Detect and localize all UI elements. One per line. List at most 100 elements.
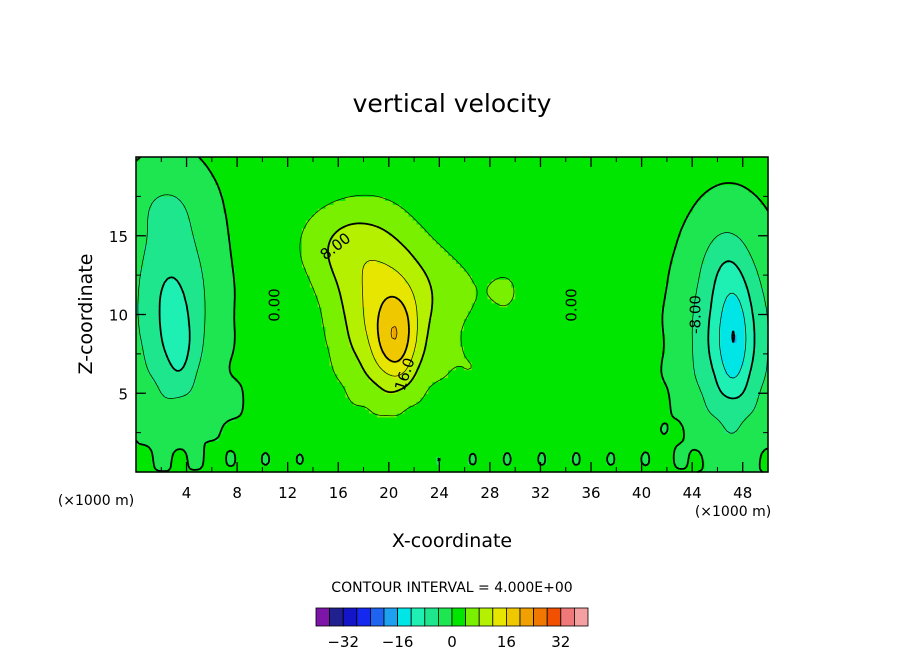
field-cell bbox=[760, 385, 765, 390]
field-cell bbox=[246, 357, 252, 363]
field-cell bbox=[617, 377, 623, 383]
field-cell bbox=[756, 393, 761, 398]
field-cell bbox=[404, 456, 410, 461]
field-cell bbox=[286, 452, 291, 457]
field-cell bbox=[649, 385, 655, 390]
field-cell bbox=[499, 460, 504, 465]
field-cell bbox=[270, 389, 275, 394]
field-cell bbox=[325, 365, 331, 371]
field-cell bbox=[191, 389, 196, 394]
field-cell bbox=[222, 432, 228, 438]
field-cell bbox=[183, 420, 188, 426]
field-cell bbox=[159, 369, 165, 375]
field-cell bbox=[692, 357, 698, 363]
field-cell bbox=[661, 409, 666, 414]
field-cell bbox=[254, 409, 260, 414]
field-cell bbox=[696, 377, 702, 383]
field-cell bbox=[594, 389, 599, 394]
field-cell bbox=[175, 397, 181, 402]
field-cell bbox=[274, 412, 279, 418]
field-cell bbox=[550, 448, 556, 453]
field-cell bbox=[424, 385, 429, 390]
field-cell bbox=[677, 373, 682, 379]
field-cell bbox=[558, 412, 564, 418]
field-cell bbox=[380, 428, 386, 434]
field-cell bbox=[475, 357, 481, 363]
field-cell bbox=[436, 444, 441, 449]
field-cell bbox=[305, 456, 311, 461]
field-cell bbox=[487, 428, 493, 434]
field-cell bbox=[337, 369, 342, 375]
field-cell bbox=[373, 369, 378, 375]
field-cell bbox=[728, 353, 734, 359]
field-cell bbox=[250, 389, 256, 394]
field-cell bbox=[613, 389, 619, 394]
field-cell bbox=[677, 357, 682, 363]
field-cell bbox=[594, 444, 599, 449]
field-cell bbox=[463, 436, 469, 442]
field-cell bbox=[621, 405, 627, 410]
field-cell bbox=[724, 468, 730, 473]
field-cell bbox=[657, 353, 662, 359]
field-cell bbox=[187, 468, 192, 473]
field-cell bbox=[507, 448, 512, 453]
field-cell bbox=[716, 381, 722, 386]
field-cell bbox=[175, 361, 181, 367]
field-cell bbox=[238, 416, 244, 422]
field-cell bbox=[467, 405, 473, 410]
field-cell bbox=[313, 381, 319, 386]
field-cell bbox=[507, 432, 512, 438]
field-cell bbox=[681, 416, 686, 422]
field-cell bbox=[278, 357, 283, 363]
field-cell bbox=[309, 381, 315, 386]
field-cell bbox=[337, 373, 342, 379]
field-cell bbox=[764, 452, 769, 457]
field-cell bbox=[400, 424, 406, 430]
field-cell bbox=[250, 381, 256, 386]
field-cell bbox=[748, 353, 753, 359]
field-cell bbox=[594, 432, 599, 438]
field-cell bbox=[534, 460, 540, 465]
field-cell bbox=[207, 432, 212, 438]
field-cell bbox=[617, 436, 623, 442]
field-cell bbox=[527, 357, 532, 363]
field-cell bbox=[321, 432, 327, 438]
field-cell bbox=[333, 357, 339, 363]
field-cell bbox=[250, 416, 256, 422]
field-cell bbox=[578, 385, 583, 390]
field-cell bbox=[459, 444, 465, 449]
field-cell bbox=[167, 349, 173, 355]
field-cell bbox=[246, 424, 252, 430]
field-cell bbox=[424, 424, 429, 430]
field-cell bbox=[187, 416, 192, 422]
field-cell bbox=[211, 353, 216, 359]
field-cell bbox=[270, 412, 275, 418]
field-cell bbox=[455, 401, 461, 406]
field-cell bbox=[740, 365, 745, 371]
field-cell bbox=[455, 456, 461, 461]
field-cell bbox=[294, 377, 299, 383]
field-cell bbox=[625, 448, 631, 453]
field-cell bbox=[629, 444, 635, 449]
field-cell bbox=[357, 424, 362, 430]
field-cell bbox=[432, 409, 437, 414]
field-cell bbox=[365, 452, 370, 457]
field-cell bbox=[420, 349, 425, 355]
field-cell bbox=[222, 460, 228, 465]
field-cell bbox=[294, 464, 299, 469]
field-cell bbox=[566, 365, 572, 371]
field-cell bbox=[424, 409, 429, 414]
field-cell bbox=[242, 397, 248, 402]
field-cell bbox=[594, 385, 599, 390]
field-cell bbox=[163, 420, 169, 426]
field-cell bbox=[736, 369, 741, 375]
field-cell bbox=[222, 377, 228, 383]
field-cell bbox=[475, 448, 481, 453]
field-cell bbox=[720, 405, 726, 410]
field-cell bbox=[692, 444, 698, 449]
field-cell bbox=[258, 373, 263, 379]
field-cell bbox=[744, 436, 749, 442]
field-cell bbox=[207, 393, 212, 398]
field-cell bbox=[143, 464, 149, 469]
field-cell bbox=[487, 381, 493, 386]
